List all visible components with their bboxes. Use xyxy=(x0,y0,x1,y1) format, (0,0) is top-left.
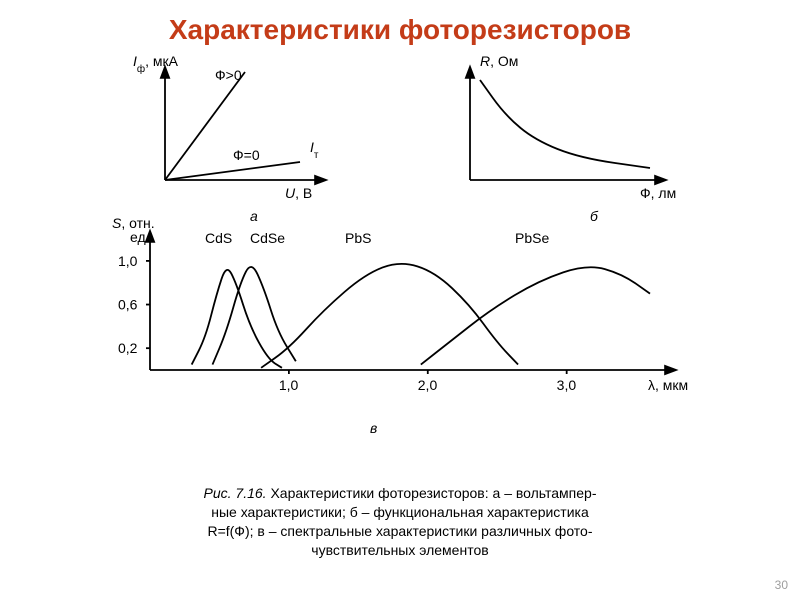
svg-text:ед.: ед. xyxy=(130,229,150,245)
svg-text:1,0: 1,0 xyxy=(279,377,299,393)
page-title: Характеристики фоторезисторов xyxy=(169,14,631,46)
svg-text:0,2: 0,2 xyxy=(118,340,138,356)
svg-text:CdSe: CdSe xyxy=(250,230,285,246)
series-PbS xyxy=(261,264,518,368)
caption-prefix: Рис. 7.16. xyxy=(204,485,267,501)
svg-text:Ф=0: Ф=0 xyxy=(233,147,260,163)
svg-text:PbS: PbS xyxy=(345,230,371,246)
series-PbSe xyxy=(421,267,650,364)
panel-label-a: а xyxy=(250,208,258,224)
series-CdS xyxy=(192,270,282,368)
svg-text:CdS: CdS xyxy=(205,230,232,246)
svg-text:λ, мкм: λ, мкм xyxy=(648,377,688,393)
caption-body: Характеристики фоторезисторов: а – вольт… xyxy=(207,485,596,558)
svg-text:Ф, лм: Ф, лм xyxy=(640,185,676,201)
panel-label-b: б xyxy=(590,208,598,224)
svg-text:U, В: U, В xyxy=(285,185,312,201)
panel-label-v: в xyxy=(370,420,377,436)
svg-text:2,0: 2,0 xyxy=(418,377,438,393)
svg-text:3,0: 3,0 xyxy=(557,377,577,393)
svg-text:Ф>0: Ф>0 xyxy=(215,67,242,83)
chart-a: Iф, мкАU, ВФ>0Ф=0Iт xyxy=(125,60,355,200)
svg-text:Iт: Iт xyxy=(310,139,319,161)
svg-text:1,0: 1,0 xyxy=(118,253,138,269)
svg-text:0,6: 0,6 xyxy=(118,297,138,313)
chart-b: R, ОмФ, лм xyxy=(450,60,700,200)
svg-text:PbSe: PbSe xyxy=(515,230,549,246)
page-number: 30 xyxy=(775,578,788,592)
series-CdSe xyxy=(213,267,296,365)
svg-text:R, Ом: R, Ом xyxy=(480,53,518,69)
chart-v: S, отн.ед.λ, мкм0,20,61,01,02,03,0CdSCdS… xyxy=(110,215,685,405)
svg-text:Iф, мкА: Iф, мкА xyxy=(133,53,179,75)
figure-caption: Рис. 7.16. Характеристики фоторезисторов… xyxy=(120,484,680,560)
